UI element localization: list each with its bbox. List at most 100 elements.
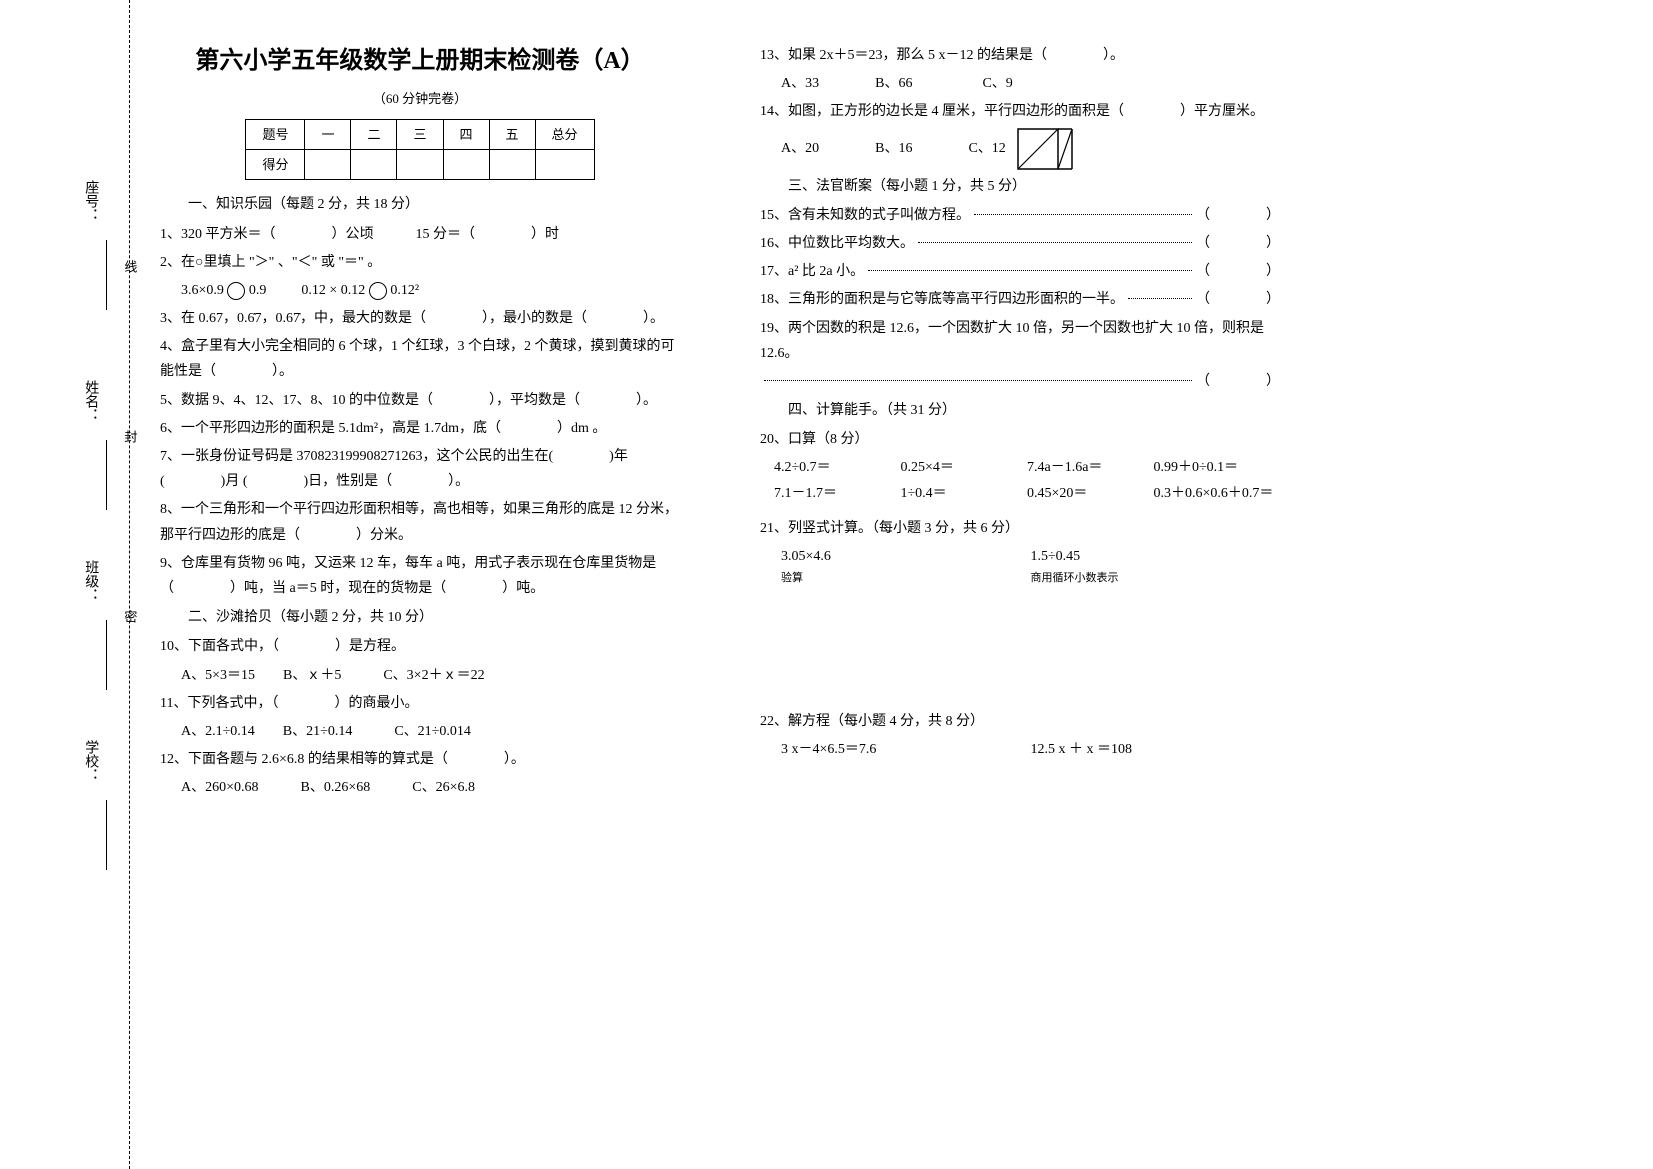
tf-question: 17、a² 比 2a 小。 （ ） bbox=[760, 259, 1280, 284]
question: 11、下列各式中，（ ）的商最小。 bbox=[160, 691, 680, 716]
tf-question: 18、三角形的面积是与它等底等高平行四边形面积的一半。 （ ） bbox=[760, 287, 1280, 312]
binding-line bbox=[106, 440, 107, 510]
right-column: 13、如果 2x＋5＝23，那么 5 x－12 的结果是（ ）。 A、33 B、… bbox=[740, 40, 1300, 1129]
question: 22、解方程（每小题 4 分，共 8 分） bbox=[760, 709, 1280, 734]
table-row: 得分 bbox=[246, 149, 594, 179]
expr: 1.5÷0.45 bbox=[1031, 544, 1281, 569]
th: 四 bbox=[443, 119, 489, 149]
td: 得分 bbox=[246, 149, 305, 179]
paren: （ ） bbox=[1196, 287, 1280, 312]
tf-question: 15、含有未知数的式子叫做方程。 （ ） bbox=[760, 203, 1280, 228]
calc: 0.45×20＝ bbox=[1027, 481, 1154, 506]
sub-label: 商用循环小数表示 bbox=[1031, 569, 1281, 589]
binding-line bbox=[106, 240, 107, 310]
seal-char: 封 bbox=[118, 430, 141, 443]
question: 5、数据 9、4、12、17、8、10 的中位数是（ ），平均数是（ ）。 bbox=[160, 388, 680, 413]
question-line: 3.6×0.9 0.9 0.12 × 0.12 0.12² bbox=[160, 278, 680, 303]
td bbox=[351, 149, 397, 179]
td bbox=[535, 149, 594, 179]
th: 总分 bbox=[535, 119, 594, 149]
expr: 0.9 bbox=[249, 283, 267, 298]
calc-problems: 3 x－4×6.5＝7.6 12.5 x ＋ x ＝108 bbox=[781, 737, 1280, 762]
exam-subtitle: （60 分钟完卷） bbox=[160, 87, 680, 110]
dots bbox=[974, 214, 1192, 215]
options: A、260×0.68 B、0.26×68 C、26×6.8 bbox=[160, 775, 680, 800]
binding-line bbox=[106, 620, 107, 690]
paren: （ ） bbox=[1196, 203, 1280, 228]
dots bbox=[868, 270, 1192, 271]
parallelogram-figure-icon bbox=[1017, 128, 1073, 170]
calc: 0.3＋0.6×0.6＋0.7＝ bbox=[1154, 481, 1281, 506]
td bbox=[443, 149, 489, 179]
th: 一 bbox=[305, 119, 351, 149]
exam-title: 第六小学五年级数学上册期末检测卷（A） bbox=[160, 40, 680, 83]
expr: 3 x－4×6.5＝7.6 bbox=[781, 737, 1031, 762]
th: 二 bbox=[351, 119, 397, 149]
q14-opts: A、20 B、16 C、12 bbox=[781, 141, 1006, 156]
section-heading: 一、知识乐园（每题 2 分，共 18 分） bbox=[160, 192, 680, 217]
tf-text: 16、中位数比平均数大。 bbox=[760, 231, 914, 256]
calc-row: 7.1－1.7＝ 1÷0.4＝ 0.45×20＝ 0.3＋0.6×0.6＋0.7… bbox=[774, 481, 1280, 506]
circle-blank-icon bbox=[227, 282, 245, 300]
options: A、5×3＝15 B、ｘ＋5 C、3×2＋ｘ＝22 bbox=[160, 663, 680, 688]
th: 五 bbox=[489, 119, 535, 149]
tf-text: 17、a² 比 2a 小。 bbox=[760, 259, 864, 284]
question: 2、在○里填上 "＞" 、"＜" 或 "＝" 。 bbox=[160, 250, 680, 275]
question: 9、仓库里有货物 96 吨，又运来 12 车，每车 a 吨，用式子表示现在仓库里… bbox=[160, 551, 680, 601]
seal-char: 线 bbox=[118, 260, 141, 273]
section-heading: 三、法官断案（每小题 1 分，共 5 分） bbox=[760, 174, 1280, 199]
dots bbox=[1128, 298, 1192, 299]
q14-text: 14、如图，正方形的边长是 4 厘米，平行四边形的面积是（ ）平方厘米。 bbox=[760, 104, 1264, 119]
paren: （ ） bbox=[1196, 231, 1280, 256]
page: 第六小学五年级数学上册期末检测卷（A） （60 分钟完卷） 题号 一 二 三 四… bbox=[0, 0, 1653, 1169]
binding-margin: 座号： 姓名： 班级： 学校： 线 封 密 bbox=[0, 0, 130, 1169]
expr: 3.6×0.9 bbox=[181, 283, 224, 298]
question: 13、如果 2x＋5＝23，那么 5 x－12 的结果是（ ）。 bbox=[760, 43, 1280, 68]
calc: 4.2÷0.7＝ bbox=[774, 455, 901, 480]
options: A、20 B、16 C、12 bbox=[760, 128, 1280, 170]
calc: 1÷0.4＝ bbox=[901, 481, 1028, 506]
th: 三 bbox=[397, 119, 443, 149]
question: 6、一个平形四边形的面积是 5.1dm²，高是 1.7dm，底（ ）dm 。 bbox=[160, 416, 680, 441]
tf-question: 19、两个因数的积是 12.6，一个因数扩大 10 倍，另一个因数也扩大 10 … bbox=[760, 316, 1280, 366]
dots bbox=[918, 242, 1192, 243]
class-label: 班级： bbox=[78, 560, 103, 602]
seal-char: 密 bbox=[118, 610, 141, 623]
question: 12、下面各题与 2.6×6.8 的结果相等的算式是（ ）。 bbox=[160, 747, 680, 772]
calc: 0.99＋0÷0.1＝ bbox=[1154, 455, 1281, 480]
section-heading: 四、计算能手。（共 31 分） bbox=[760, 398, 1280, 423]
circle-blank-icon bbox=[369, 282, 387, 300]
paren: （ ） bbox=[1196, 259, 1280, 284]
question: 21、列竖式计算。（每小题 3 分，共 6 分） bbox=[760, 516, 1280, 541]
question: 1、320 平方米＝（ ）公顷 15 分＝（ ）时 bbox=[160, 222, 680, 247]
question: 20、口算（8 分） bbox=[760, 427, 1280, 452]
calc-block: 1.5÷0.45 商用循环小数表示 bbox=[1031, 544, 1281, 589]
tf-text: 18、三角形的面积是与它等底等高平行四边形面积的一半。 bbox=[760, 287, 1124, 312]
paren: （ ） bbox=[1196, 369, 1280, 394]
tf-question: 16、中位数比平均数大。 （ ） bbox=[760, 231, 1280, 256]
dots bbox=[764, 380, 1192, 381]
question: 7、一张身份证号码是 370823199908271263，这个公民的出生在( … bbox=[160, 444, 680, 494]
school-label: 学校： bbox=[78, 740, 103, 782]
sub-label: 验算 bbox=[781, 569, 1031, 589]
calc-row: 4.2÷0.7＝ 0.25×4＝ 7.4a－1.6a＝ 0.99＋0÷0.1＝ bbox=[774, 455, 1280, 480]
expr: 12.5 x ＋ x ＝108 bbox=[1031, 737, 1281, 762]
expr: 3.05×4.6 bbox=[781, 544, 1031, 569]
question: 10、下面各式中，（ ）是方程。 bbox=[160, 634, 680, 659]
td bbox=[305, 149, 351, 179]
expr: 0.12 × 0.12 bbox=[301, 283, 365, 298]
seat-label: 座号： bbox=[78, 180, 103, 222]
left-column: 第六小学五年级数学上册期末检测卷（A） （60 分钟完卷） 题号 一 二 三 四… bbox=[140, 40, 700, 1129]
th: 题号 bbox=[246, 119, 305, 149]
calc-problems: 3.05×4.6 验算 1.5÷0.45 商用循环小数表示 bbox=[781, 544, 1280, 589]
calc: 0.25×4＝ bbox=[901, 455, 1028, 480]
question: 4、盒子里有大小完全相同的 6 个球，1 个红球，3 个白球，2 个黄球，摸到黄… bbox=[160, 334, 680, 384]
name-label: 姓名： bbox=[78, 380, 103, 422]
calc: 7.1－1.7＝ bbox=[774, 481, 901, 506]
tf-text: 15、含有未知数的式子叫做方程。 bbox=[760, 203, 970, 228]
options: A、33 B、66 C、9 bbox=[760, 71, 1280, 96]
td bbox=[489, 149, 535, 179]
score-table: 题号 一 二 三 四 五 总分 得分 bbox=[245, 119, 594, 181]
question: 14、如图，正方形的边长是 4 厘米，平行四边形的面积是（ ）平方厘米。 bbox=[760, 99, 1280, 124]
td bbox=[397, 149, 443, 179]
